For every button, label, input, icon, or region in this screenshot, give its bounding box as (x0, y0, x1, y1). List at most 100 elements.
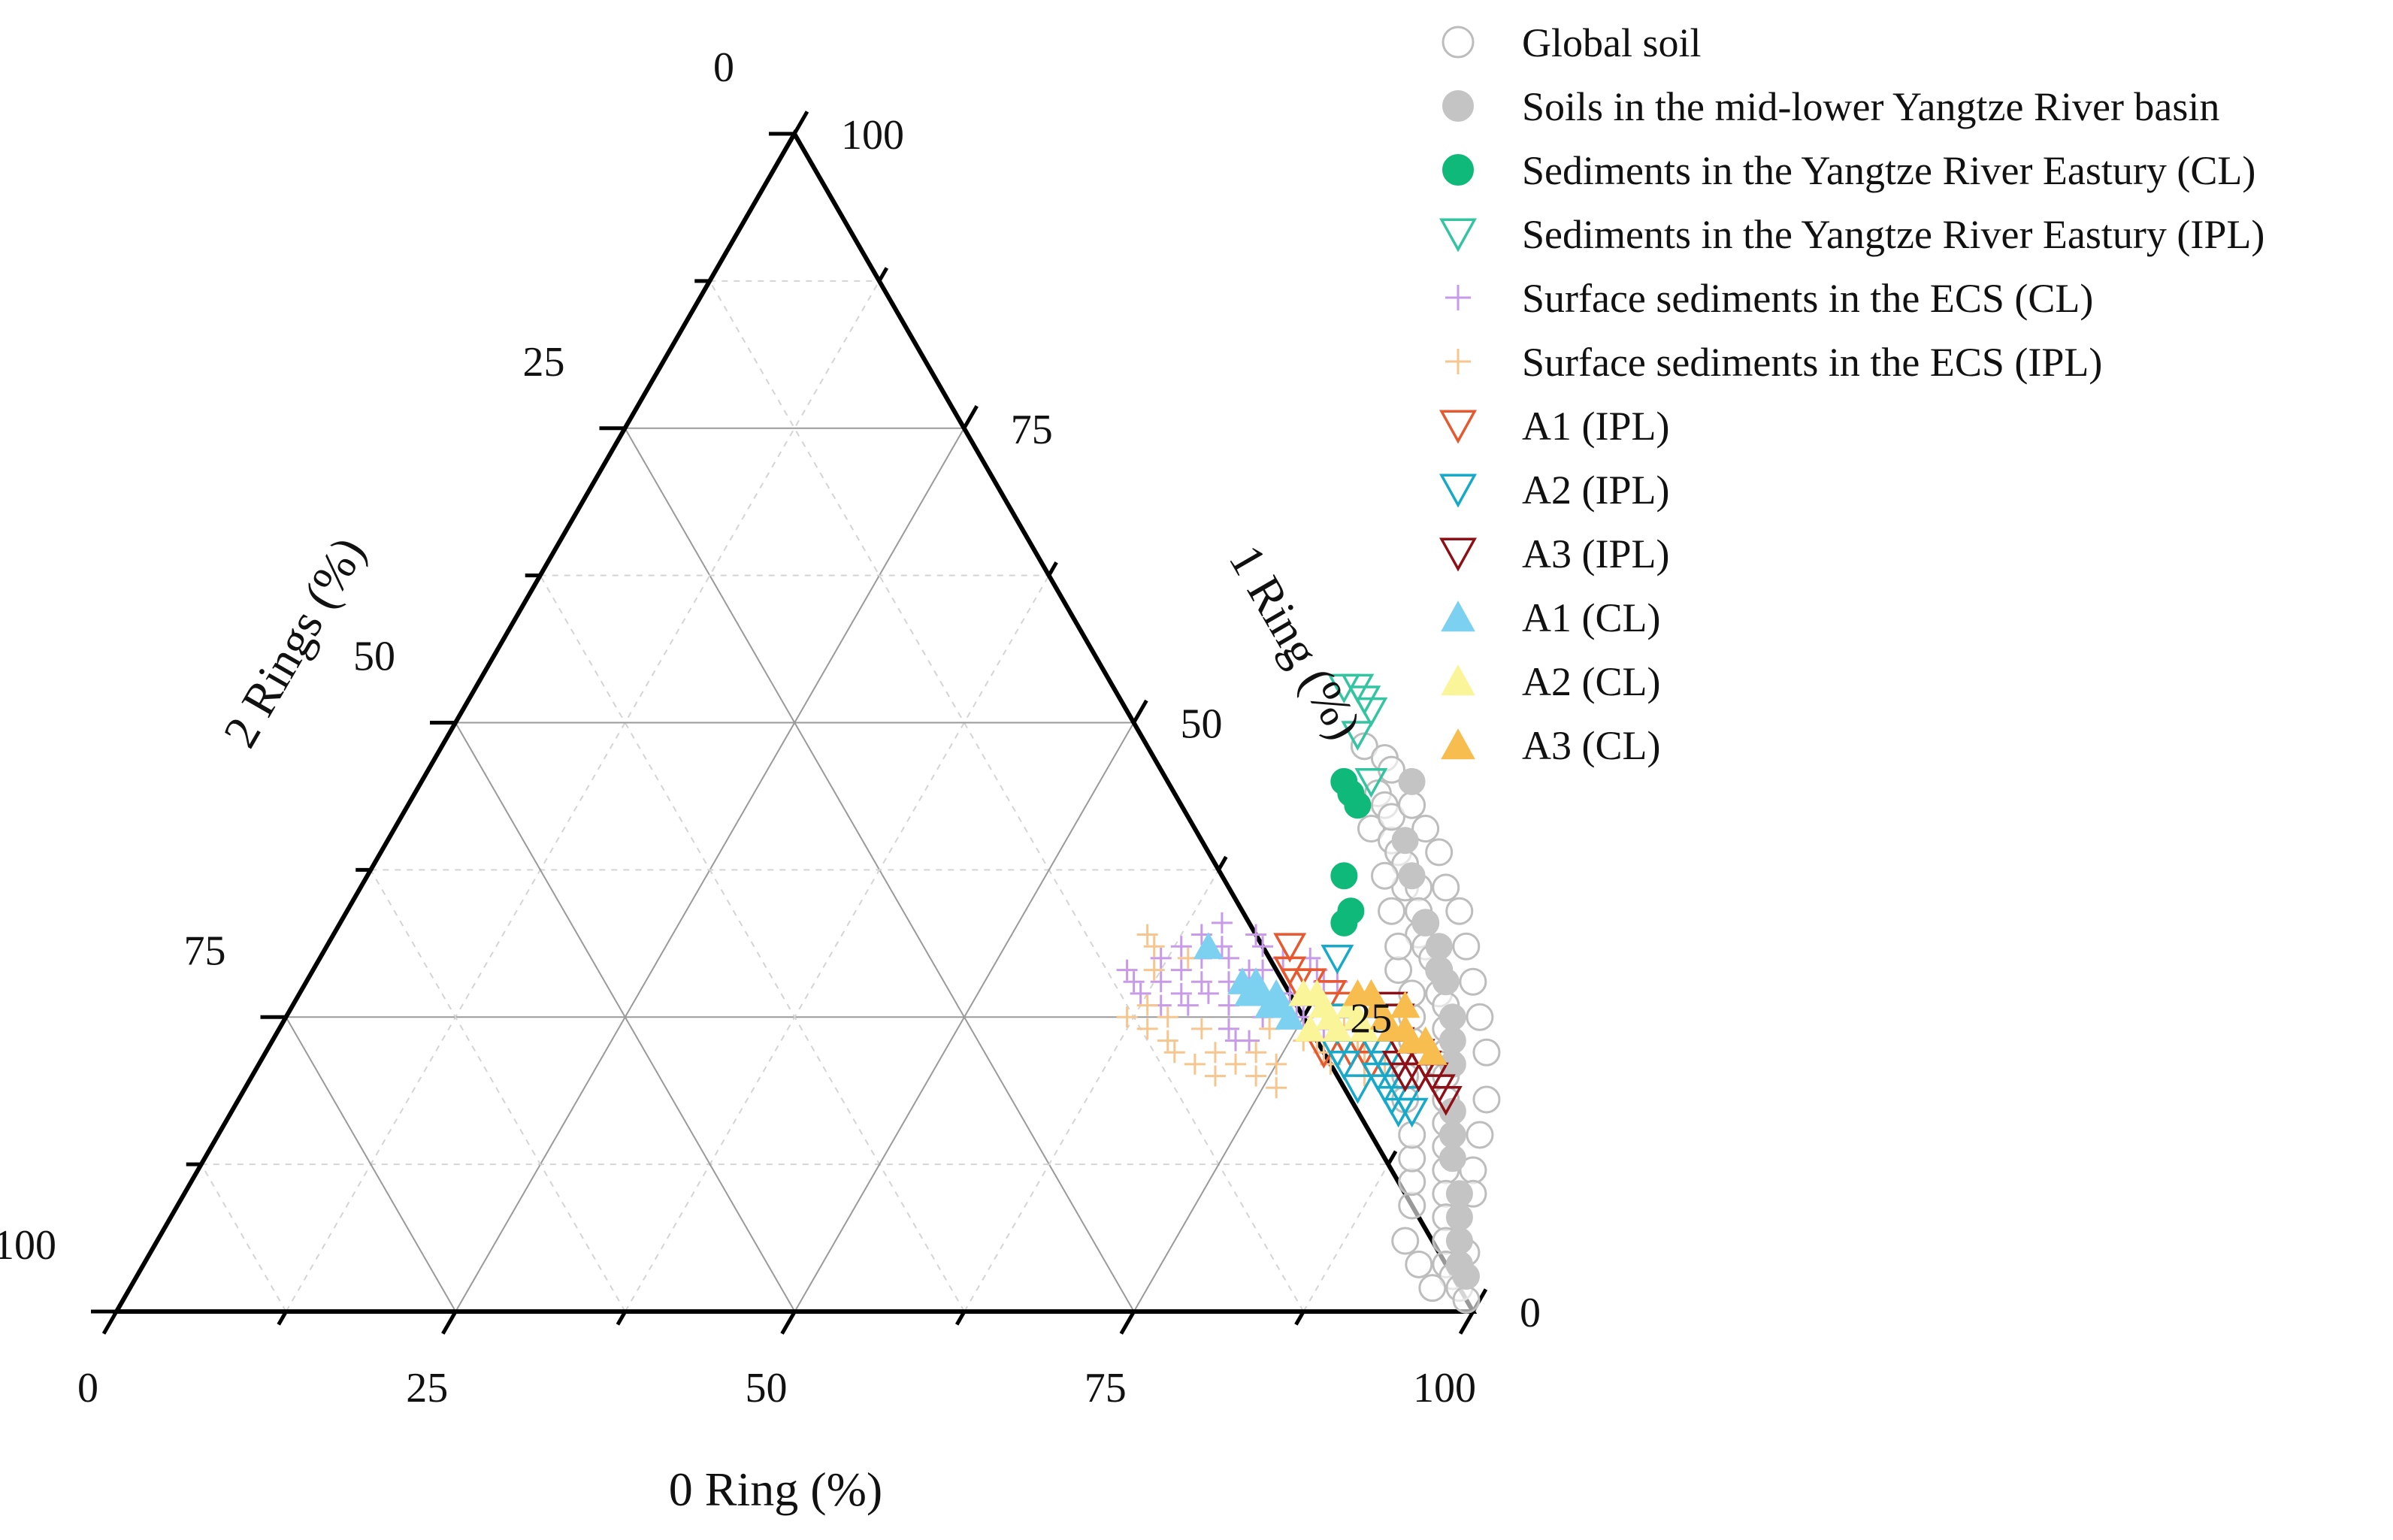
legend-marker (1439, 473, 1477, 508)
data-point (1218, 1018, 1239, 1039)
legend-item: Soils in the mid-lower Yangtze River bas… (1442, 84, 2219, 129)
left-axis-title: 2 Rings (%) (213, 528, 375, 756)
grid-line-2rings (285, 1016, 457, 1312)
legend-label: Surface sediments in the ECS (CL) (1522, 276, 2093, 321)
data-point (1116, 959, 1138, 981)
legend-label: A2 (IPL) (1522, 467, 1669, 513)
data-point (1177, 994, 1199, 1016)
data-point (1368, 1074, 1402, 1104)
legend-label: A1 (CL) (1522, 595, 1660, 640)
data-point (1398, 1168, 1426, 1197)
right-tick-label: 100 (841, 112, 904, 159)
data-point (1190, 971, 1212, 993)
grid-line-2rings (709, 280, 1305, 1312)
data-point (1273, 933, 1307, 963)
data-point (1429, 1086, 1463, 1116)
data-point (1425, 838, 1454, 867)
bottom-tick-label: 100 (1413, 1365, 1476, 1411)
data-point (1439, 1003, 1466, 1031)
left-tick-label: 0 (713, 44, 734, 91)
data-point (1266, 1077, 1287, 1099)
data-point (1466, 1121, 1494, 1149)
grid-line-0ring (1302, 1163, 1389, 1312)
data-point (1204, 1042, 1226, 1063)
data-point (1384, 956, 1413, 985)
legend-label: Global soil (1522, 20, 1702, 65)
data-point (1459, 967, 1487, 996)
right-tick-label: 25 (1350, 995, 1392, 1042)
data-point (1241, 967, 1271, 994)
bottom-tick-label: 50 (746, 1365, 788, 1411)
data-point (1266, 1053, 1287, 1075)
data-point (1418, 1274, 1447, 1302)
data-point (1116, 1006, 1138, 1028)
tick-bottom (1294, 1310, 1305, 1326)
data-point (1398, 1144, 1426, 1172)
legend-label: Soils in the mid-lower Yangtze River bas… (1522, 84, 2219, 129)
data-point (1439, 1145, 1466, 1172)
series-10 (1288, 979, 1380, 1042)
data-point (1354, 697, 1388, 728)
series-11 (1342, 979, 1448, 1065)
data-point (1143, 959, 1165, 981)
data-point (1354, 767, 1388, 798)
data-points (1116, 673, 1501, 1314)
tick-right (877, 267, 889, 283)
data-point (1452, 1285, 1481, 1314)
data-point (1157, 1030, 1178, 1051)
tick-bottom (954, 1310, 967, 1326)
left-tick-label: 75 (184, 927, 226, 974)
legend-marker (1441, 728, 1475, 760)
data-point (1170, 982, 1192, 1004)
data-point (1341, 721, 1375, 751)
data-point (1204, 1065, 1226, 1087)
data-point (1225, 1053, 1247, 1075)
tick-right (962, 405, 979, 430)
data-point (1330, 909, 1358, 936)
data-point (1390, 991, 1420, 1018)
legend-marker (1439, 410, 1477, 444)
data-point (1150, 971, 1172, 993)
data-point (1377, 803, 1405, 831)
tick-right (1132, 699, 1148, 724)
series-1 (1391, 767, 1480, 1290)
grid-line-2rings (539, 575, 965, 1312)
legend-label: A3 (CL) (1522, 723, 1660, 768)
data-point (1163, 1042, 1185, 1063)
data-point (1190, 1018, 1212, 1039)
legend-item: A3 (IPL) (1439, 531, 1669, 576)
legend-label: Sediments in the Yangtze River Eastury (… (1522, 148, 2255, 193)
data-point (1275, 1003, 1305, 1030)
data-point (1452, 932, 1481, 961)
legend-item: A1 (IPL) (1439, 404, 1669, 449)
legend-item: Sediments in the Yangtze River Eastury (… (1442, 148, 2255, 193)
legend-item: A3 (CL) (1441, 723, 1660, 768)
left-tick-label: 25 (523, 339, 565, 386)
bottom-tick-label: 75 (1085, 1365, 1127, 1411)
data-point (1197, 982, 1219, 1004)
data-point (1245, 924, 1267, 945)
bottom-tick-label: 0 (77, 1365, 98, 1411)
data-point (1445, 897, 1474, 925)
legend-item: Global soil (1442, 20, 1702, 65)
data-point (1344, 791, 1372, 819)
tick-right (1217, 855, 1228, 871)
tick-bottom (616, 1310, 628, 1326)
data-point (1123, 971, 1145, 993)
legend-marker (1442, 154, 1474, 186)
tick-bottom (441, 1310, 458, 1335)
tick-bottom (1119, 1310, 1136, 1335)
grid-line-0ring (794, 722, 1135, 1312)
grid-layer (200, 280, 1389, 1312)
data-point (1370, 861, 1399, 890)
left-tick-label: 50 (353, 634, 395, 680)
tick-bottom (1458, 1310, 1475, 1335)
legend-label: A3 (IPL) (1522, 531, 1669, 576)
data-point (1136, 1018, 1158, 1039)
bottom-axis-title: 0 Ring (%) (669, 1463, 882, 1516)
grid-line-2rings (370, 869, 626, 1312)
data-point (1330, 862, 1358, 890)
grid-line-0ring (625, 575, 1050, 1312)
